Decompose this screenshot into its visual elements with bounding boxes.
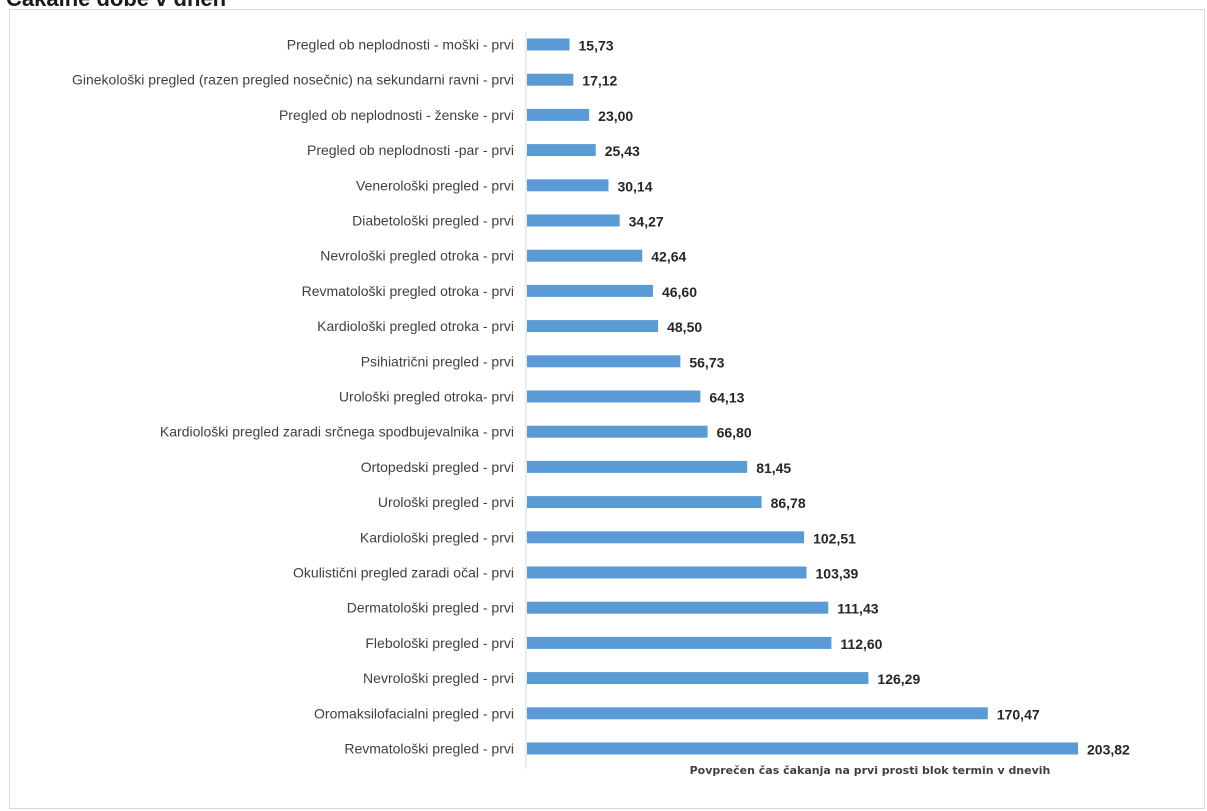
bar — [527, 707, 988, 720]
bar-row: Kardiološki pregled otroka - prvi 48,50 — [317, 318, 702, 335]
category-label: Pregled ob neplodnosti - moški - prvi — [287, 37, 514, 53]
value-label: 64,13 — [709, 390, 744, 406]
category-label: Diabetološki pregled - prvi — [352, 213, 514, 229]
bar-row: Urološki pregled otroka- prvi 64,13 — [339, 389, 745, 406]
value-label: 203,82 — [1087, 742, 1130, 758]
category-label: Okulistični pregled zaradi očal - prvi — [293, 565, 514, 581]
bar-row: Diabetološki pregled - prvi 34,27 — [352, 213, 664, 230]
category-label: Urološki pregled otroka- prvi — [339, 389, 514, 405]
value-label: 23,00 — [598, 108, 633, 124]
bar — [527, 144, 596, 157]
bar-row: Urološki pregled - prvi 86,78 — [378, 494, 806, 511]
value-label: 17,12 — [582, 73, 617, 89]
category-label: Kardiološki pregled - prvi — [360, 529, 514, 545]
page-heading: Čakalne dobe v dneh — [6, 0, 226, 12]
bar-chart: Pregled ob neplodnosti - moški - prvi 15,… — [72, 32, 1130, 777]
value-label: 30,14 — [617, 178, 652, 194]
bar — [527, 249, 643, 262]
category-label: Pregled ob neplodnosti - ženske - prvi — [279, 107, 514, 123]
category-label: Pregled ob neplodnosti -par - prvi — [307, 142, 514, 158]
chart-frame: Pregled ob neplodnosti - moški - prvi 15,… — [9, 9, 1205, 809]
category-label: Nevrološki pregled otroka - prvi — [320, 248, 514, 264]
bar — [527, 108, 590, 121]
bar — [527, 636, 832, 649]
bar-row: Ortopedski pregled - prvi 81,45 — [361, 459, 792, 476]
bar-row: Pregled ob neplodnosti - ženske - prvi 23… — [279, 107, 633, 124]
value-label: 86,78 — [771, 495, 806, 511]
bar — [527, 179, 609, 192]
bar-row: Okulistični pregled zaradi očal - prvi 10… — [293, 565, 859, 582]
category-label: Urološki pregled - prvi — [378, 494, 514, 510]
bar — [527, 566, 807, 579]
bar-row: Revmatološki pregled - prvi 203,82 — [344, 741, 1130, 758]
value-label: 46,60 — [662, 284, 697, 300]
category-label: Revmatološki pregled - prvi — [344, 741, 514, 757]
bar — [527, 355, 681, 368]
bar — [527, 284, 653, 297]
value-label: 15,73 — [579, 38, 614, 54]
bar-row: Psihiatrični pregled - prvi 56,73 — [361, 353, 725, 370]
value-label: 56,73 — [689, 354, 724, 370]
bar — [527, 672, 869, 685]
value-label: 81,45 — [756, 460, 791, 476]
category-label: Kardiološki pregled otroka - prvi — [317, 318, 514, 334]
bar — [527, 425, 708, 438]
bar — [527, 214, 620, 227]
category-label: Psihiatrični pregled - prvi — [361, 353, 514, 369]
category-label: Flebološki pregled - prvi — [365, 635, 514, 651]
bar-row: Oromaksilofacialni pregled - prvi 170,47 — [314, 705, 1040, 722]
bar-row: Pregled ob neplodnosti - moški - prvi 15,… — [287, 37, 614, 54]
bar-row: Dermatološki pregled - prvi 111,43 — [347, 600, 879, 617]
bar — [527, 38, 570, 51]
bar-row: Flebološki pregled - prvi 112,60 — [365, 635, 882, 652]
bar — [527, 73, 574, 86]
bar-row: Revmatološki pregled otroka - prvi 46,60 — [302, 283, 698, 300]
bar-row: Nevrološki pregled otroka - prvi 42,64 — [320, 248, 686, 265]
bar — [527, 390, 701, 403]
value-label: 25,43 — [605, 143, 640, 159]
value-label: 112,60 — [840, 636, 882, 652]
bar — [527, 531, 805, 544]
bar — [527, 496, 762, 509]
bar-row: Kardiološki pregled - prvi 102,51 — [360, 529, 856, 546]
category-label: Revmatološki pregled otroka - prvi — [302, 283, 514, 299]
category-label: Oromaksilofacialni pregled - prvi — [314, 705, 514, 721]
value-label: 48,50 — [667, 319, 702, 335]
category-label: Dermatološki pregled - prvi — [347, 600, 514, 616]
category-label: Nevrološki pregled - prvi — [363, 670, 514, 686]
bar — [527, 742, 1078, 755]
bar — [527, 460, 748, 473]
value-label: 126,29 — [877, 671, 920, 687]
bar-row: Ginekološki pregled (razen pregled noseč… — [72, 72, 618, 89]
bar-row: Venerološki pregled - prvi 30,14 — [356, 177, 653, 194]
bar-row: Pregled ob neplodnosti -par - prvi 25,43 — [307, 142, 640, 159]
bar — [527, 320, 659, 333]
bars-layer: Pregled ob neplodnosti - moški - prvi 15,… — [72, 37, 1130, 758]
category-label: Kardiološki pregled zaradi srčnega spodb… — [160, 424, 514, 440]
value-label: 102,51 — [813, 530, 856, 546]
category-label: Ginekološki pregled (razen pregled noseč… — [72, 72, 514, 88]
value-label: 34,27 — [629, 214, 664, 230]
category-label: Venerološki pregled - prvi — [356, 177, 514, 193]
value-label: 103,39 — [816, 566, 859, 582]
value-label: 170,47 — [997, 706, 1040, 722]
value-label: 42,64 — [651, 249, 686, 265]
x-axis-title: Povprečen čas čakanja na prvi prosti blo… — [690, 764, 1051, 777]
bar-row: Nevrološki pregled - prvi 126,29 — [363, 670, 920, 687]
value-label: 66,80 — [717, 425, 752, 441]
category-label: Ortopedski pregled - prvi — [361, 459, 514, 475]
value-label: 111,43 — [837, 601, 878, 617]
bar — [527, 601, 829, 614]
bar-row: Kardiološki pregled zaradi srčnega spodb… — [160, 424, 752, 441]
